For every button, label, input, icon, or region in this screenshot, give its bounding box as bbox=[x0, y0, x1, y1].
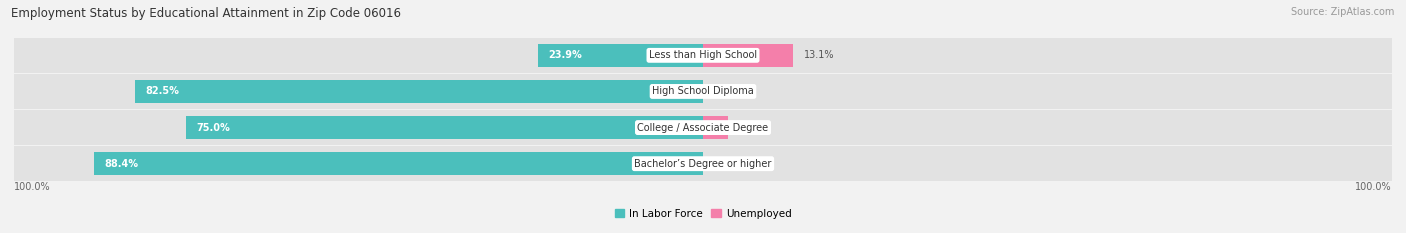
Text: 23.9%: 23.9% bbox=[548, 50, 582, 60]
Text: 13.1%: 13.1% bbox=[804, 50, 834, 60]
Text: 100.0%: 100.0% bbox=[1355, 182, 1392, 192]
Bar bbox=[538, 44, 703, 67]
Bar bbox=[14, 38, 1392, 73]
Text: 88.4%: 88.4% bbox=[104, 159, 138, 169]
Bar bbox=[94, 152, 703, 175]
Text: Source: ZipAtlas.com: Source: ZipAtlas.com bbox=[1291, 7, 1395, 17]
Bar bbox=[186, 116, 703, 139]
Text: 0.0%: 0.0% bbox=[713, 159, 738, 169]
Text: 82.5%: 82.5% bbox=[145, 86, 179, 96]
Text: High School Diploma: High School Diploma bbox=[652, 86, 754, 96]
Bar bbox=[703, 116, 728, 139]
Bar bbox=[135, 80, 703, 103]
Text: College / Associate Degree: College / Associate Degree bbox=[637, 123, 769, 133]
Text: 75.0%: 75.0% bbox=[197, 123, 231, 133]
Text: 3.6%: 3.6% bbox=[738, 123, 762, 133]
Text: Bachelor’s Degree or higher: Bachelor’s Degree or higher bbox=[634, 159, 772, 169]
Text: 100.0%: 100.0% bbox=[14, 182, 51, 192]
Text: Less than High School: Less than High School bbox=[650, 50, 756, 60]
Bar bbox=[703, 44, 793, 67]
Bar bbox=[14, 110, 1392, 145]
Bar bbox=[14, 146, 1392, 181]
Text: Employment Status by Educational Attainment in Zip Code 06016: Employment Status by Educational Attainm… bbox=[11, 7, 401, 20]
Legend: In Labor Force, Unemployed: In Labor Force, Unemployed bbox=[610, 204, 796, 223]
Text: 0.0%: 0.0% bbox=[713, 86, 738, 96]
Bar bbox=[14, 74, 1392, 109]
